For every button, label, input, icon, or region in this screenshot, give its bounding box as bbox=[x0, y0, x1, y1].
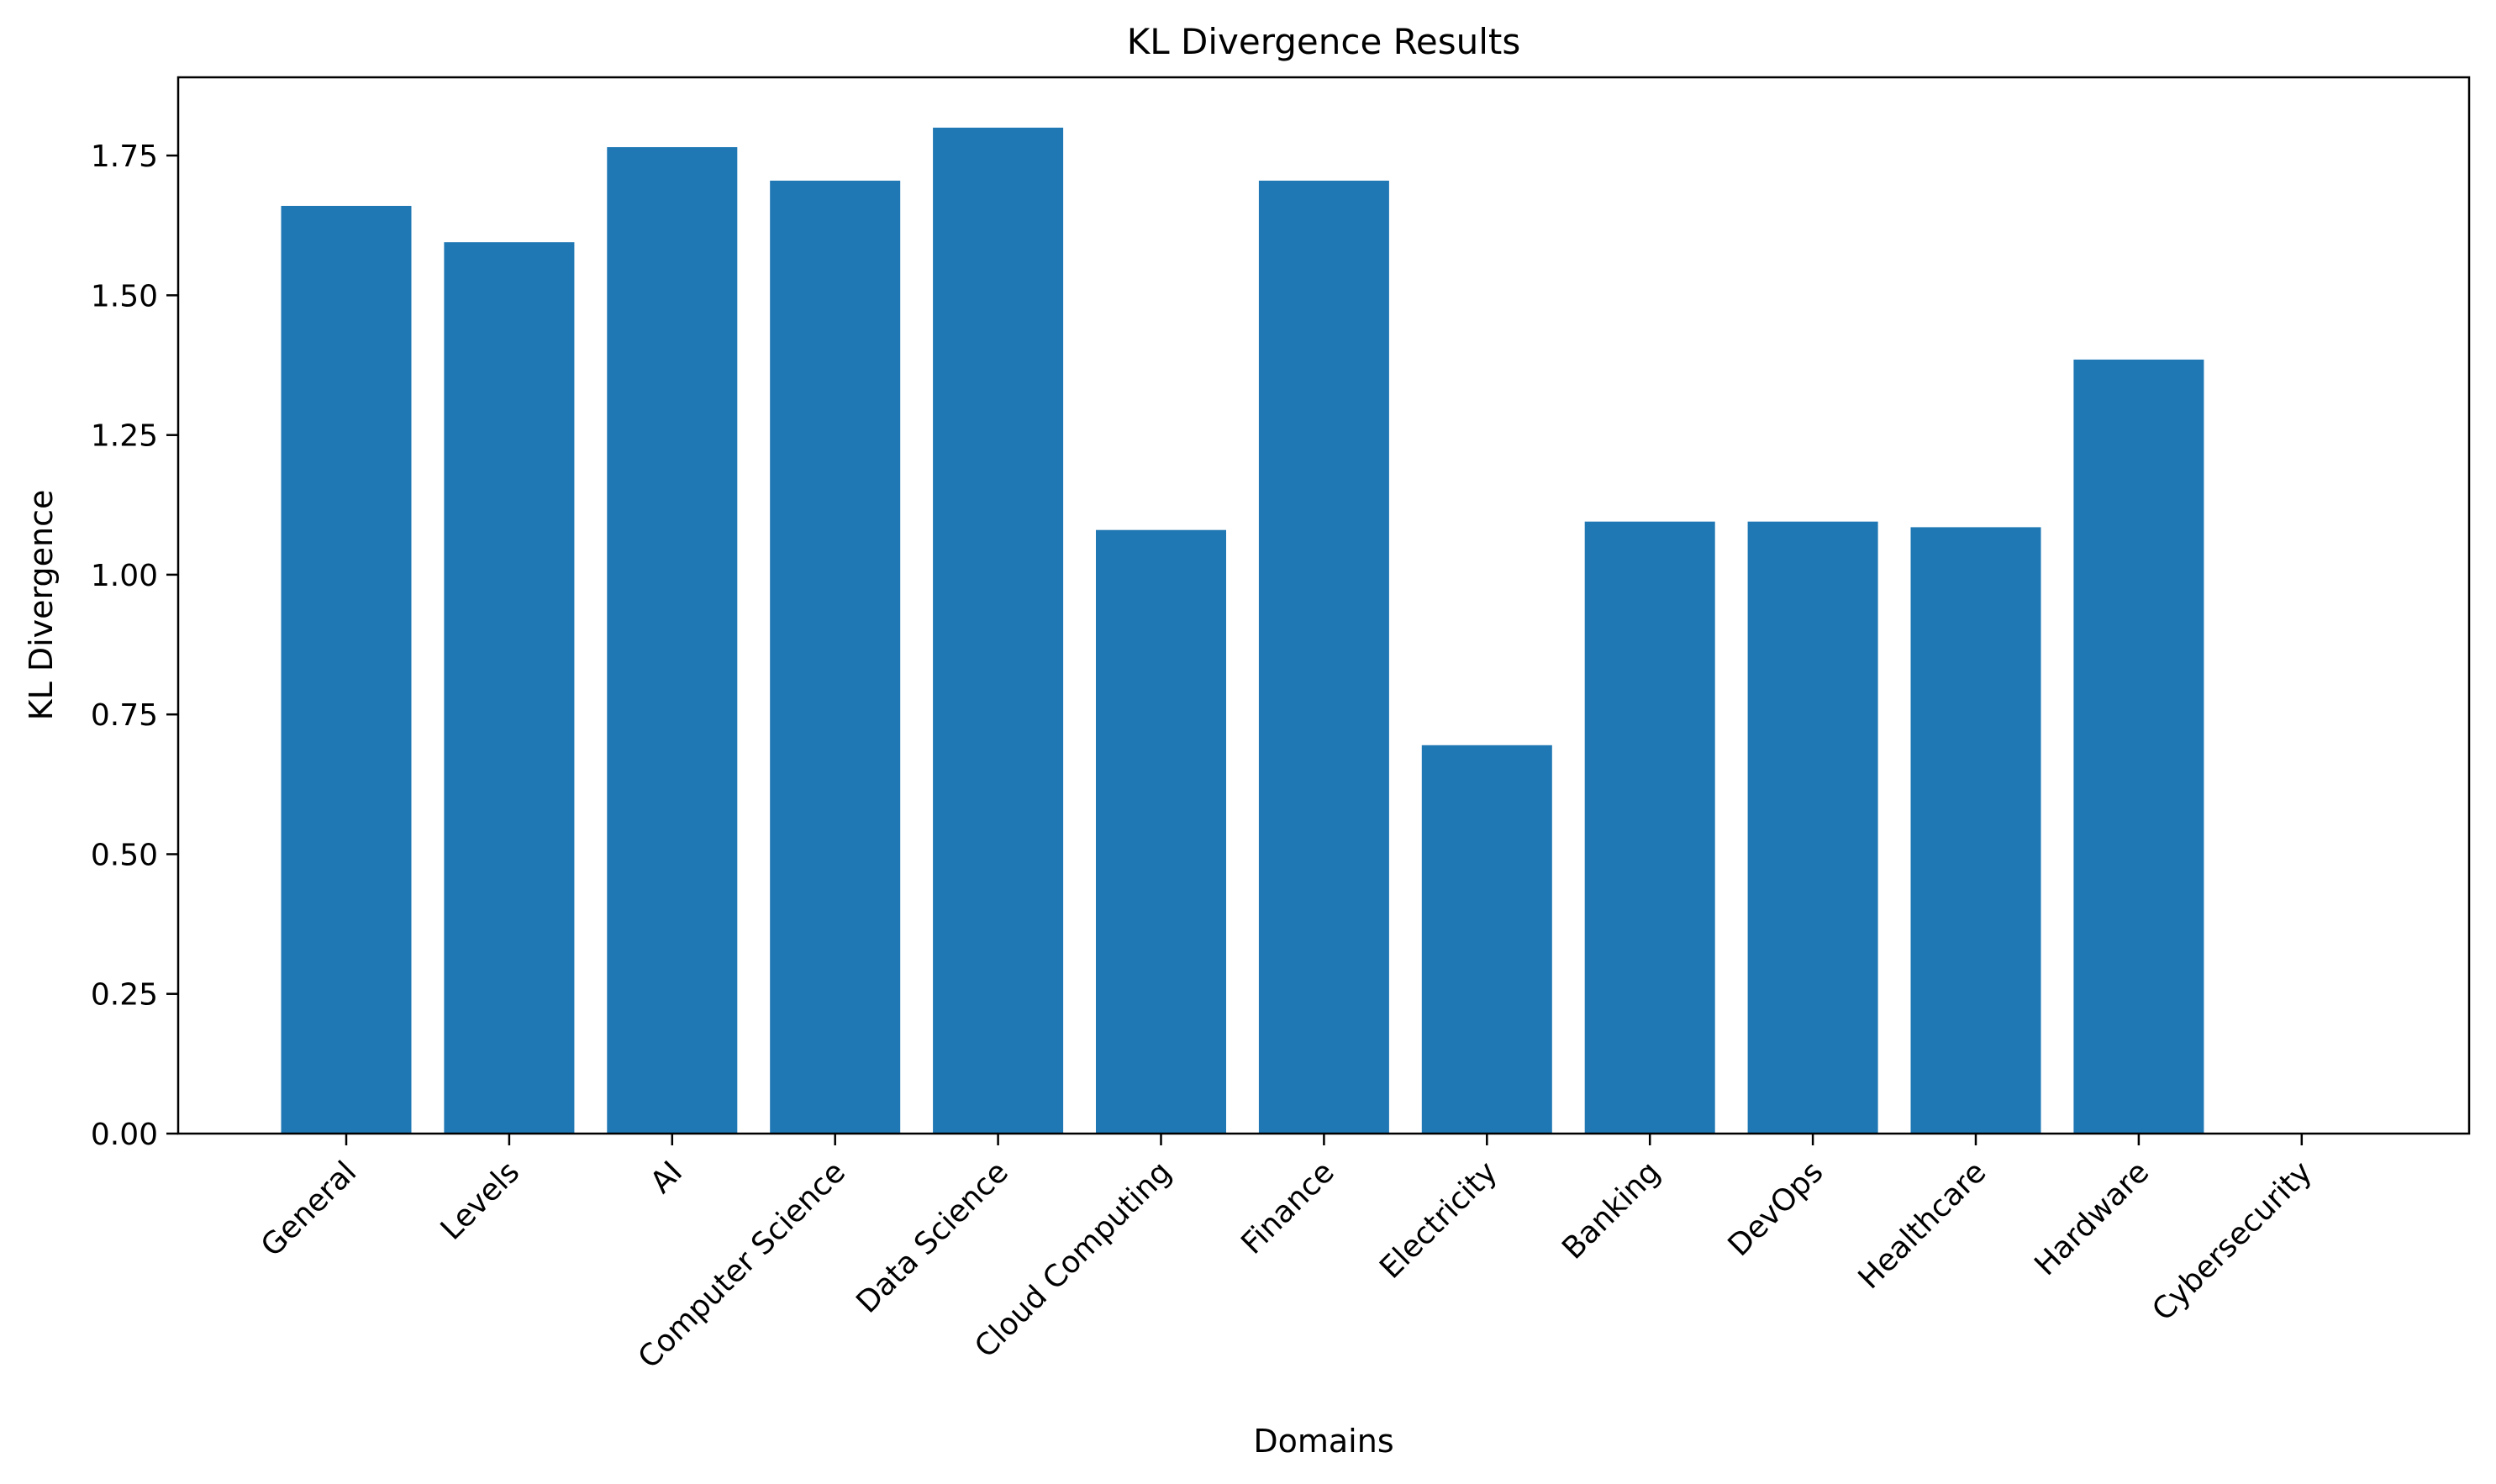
y-tick-label: 0.25 bbox=[91, 978, 158, 1013]
y-tick-label: 1.75 bbox=[91, 139, 158, 174]
y-tick-label: 1.25 bbox=[91, 419, 158, 454]
bar-computer-science bbox=[770, 181, 901, 1134]
bar-finance bbox=[1258, 181, 1389, 1134]
bar-healthcare bbox=[1910, 527, 2041, 1134]
bar-hardware bbox=[2073, 359, 2204, 1134]
y-tick-label: 0.50 bbox=[91, 839, 158, 873]
y-tick-label: 0.00 bbox=[91, 1118, 158, 1152]
y-tick-label: 0.75 bbox=[91, 698, 158, 733]
y-axis-label: KL Divergence bbox=[23, 490, 60, 721]
bar-general bbox=[281, 206, 412, 1134]
bar-cloud-computing bbox=[1096, 529, 1226, 1134]
bar-levels bbox=[444, 242, 575, 1134]
bar-data-science bbox=[933, 127, 1064, 1134]
bar-devops bbox=[1747, 521, 1878, 1134]
bar-banking bbox=[1584, 521, 1715, 1134]
bar-electricity bbox=[1421, 745, 1552, 1134]
plot-frame bbox=[176, 76, 2471, 1135]
bars-group bbox=[281, 127, 2204, 1134]
bar-ai bbox=[607, 147, 738, 1134]
x-axis-label: Domains bbox=[1253, 1423, 1393, 1460]
y-tick-label: 1.50 bbox=[91, 279, 158, 313]
y-tick-label: 1.00 bbox=[91, 559, 158, 593]
y-axis: 0.00 0.25 0.50 0.75 1.00 1.25 1.50 1.75 bbox=[91, 139, 178, 1152]
chart-title: KL Divergence Results bbox=[1127, 21, 1521, 62]
